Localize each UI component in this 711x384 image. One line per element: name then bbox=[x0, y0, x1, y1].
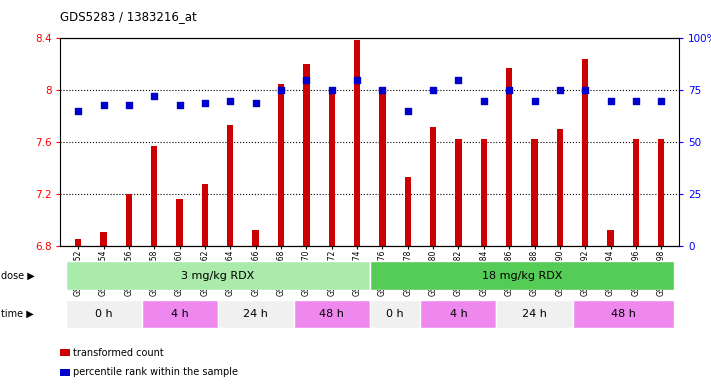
Text: 48 h: 48 h bbox=[611, 309, 636, 319]
Bar bbox=[455, 139, 461, 246]
Point bbox=[174, 102, 186, 108]
Point bbox=[478, 98, 489, 104]
Point bbox=[402, 108, 413, 114]
Bar bbox=[370, 300, 420, 328]
Bar bbox=[531, 139, 538, 246]
Point bbox=[73, 108, 84, 114]
Text: GDS5283 / 1383216_at: GDS5283 / 1383216_at bbox=[60, 10, 197, 23]
Point bbox=[123, 102, 134, 108]
Text: 4 h: 4 h bbox=[171, 309, 188, 319]
Point bbox=[579, 87, 591, 93]
Bar bbox=[582, 59, 589, 246]
Bar bbox=[557, 129, 563, 246]
Point bbox=[326, 87, 338, 93]
Bar bbox=[151, 146, 157, 246]
Text: percentile rank within the sample: percentile rank within the sample bbox=[73, 367, 238, 377]
Bar bbox=[218, 300, 294, 328]
Text: 24 h: 24 h bbox=[522, 309, 547, 319]
Bar bbox=[481, 139, 487, 246]
Bar bbox=[252, 230, 259, 246]
Bar bbox=[126, 194, 132, 246]
Bar bbox=[202, 184, 208, 246]
Bar bbox=[227, 125, 233, 246]
Point bbox=[554, 87, 565, 93]
Bar bbox=[65, 300, 141, 328]
Point bbox=[98, 102, 109, 108]
Bar bbox=[278, 84, 284, 246]
Bar bbox=[65, 261, 370, 290]
Text: 3 mg/kg RDX: 3 mg/kg RDX bbox=[181, 270, 255, 281]
Bar bbox=[379, 90, 385, 246]
Point bbox=[199, 99, 210, 106]
Text: 24 h: 24 h bbox=[243, 309, 268, 319]
Text: transformed count: transformed count bbox=[73, 348, 164, 358]
Point bbox=[377, 87, 388, 93]
Bar bbox=[141, 300, 218, 328]
Bar bbox=[658, 139, 664, 246]
Bar bbox=[100, 232, 107, 246]
Point bbox=[529, 98, 540, 104]
Point bbox=[605, 98, 616, 104]
Bar bbox=[303, 65, 309, 246]
Bar bbox=[430, 127, 437, 246]
Point bbox=[250, 99, 262, 106]
Text: dose ▶: dose ▶ bbox=[1, 270, 35, 281]
Point bbox=[503, 87, 515, 93]
Bar bbox=[405, 177, 411, 246]
Bar bbox=[328, 90, 335, 246]
Bar bbox=[294, 300, 370, 328]
Bar bbox=[370, 261, 674, 290]
Text: 18 mg/kg RDX: 18 mg/kg RDX bbox=[481, 270, 562, 281]
Point bbox=[656, 98, 667, 104]
Text: time ▶: time ▶ bbox=[1, 309, 34, 319]
Point bbox=[225, 98, 236, 104]
Bar bbox=[572, 300, 674, 328]
Point bbox=[427, 87, 439, 93]
Bar bbox=[420, 300, 496, 328]
Text: 0 h: 0 h bbox=[386, 309, 404, 319]
Bar bbox=[176, 199, 183, 246]
Bar bbox=[506, 68, 513, 246]
Point bbox=[149, 93, 160, 99]
Text: 48 h: 48 h bbox=[319, 309, 344, 319]
Bar bbox=[607, 230, 614, 246]
Point bbox=[453, 77, 464, 83]
Point bbox=[351, 77, 363, 83]
Bar bbox=[633, 139, 639, 246]
Bar bbox=[75, 239, 81, 246]
Point bbox=[630, 98, 641, 104]
Text: 0 h: 0 h bbox=[95, 309, 112, 319]
Point bbox=[301, 77, 312, 83]
Point bbox=[275, 87, 287, 93]
Bar bbox=[496, 300, 572, 328]
Text: 4 h: 4 h bbox=[449, 309, 467, 319]
Bar bbox=[354, 40, 360, 246]
